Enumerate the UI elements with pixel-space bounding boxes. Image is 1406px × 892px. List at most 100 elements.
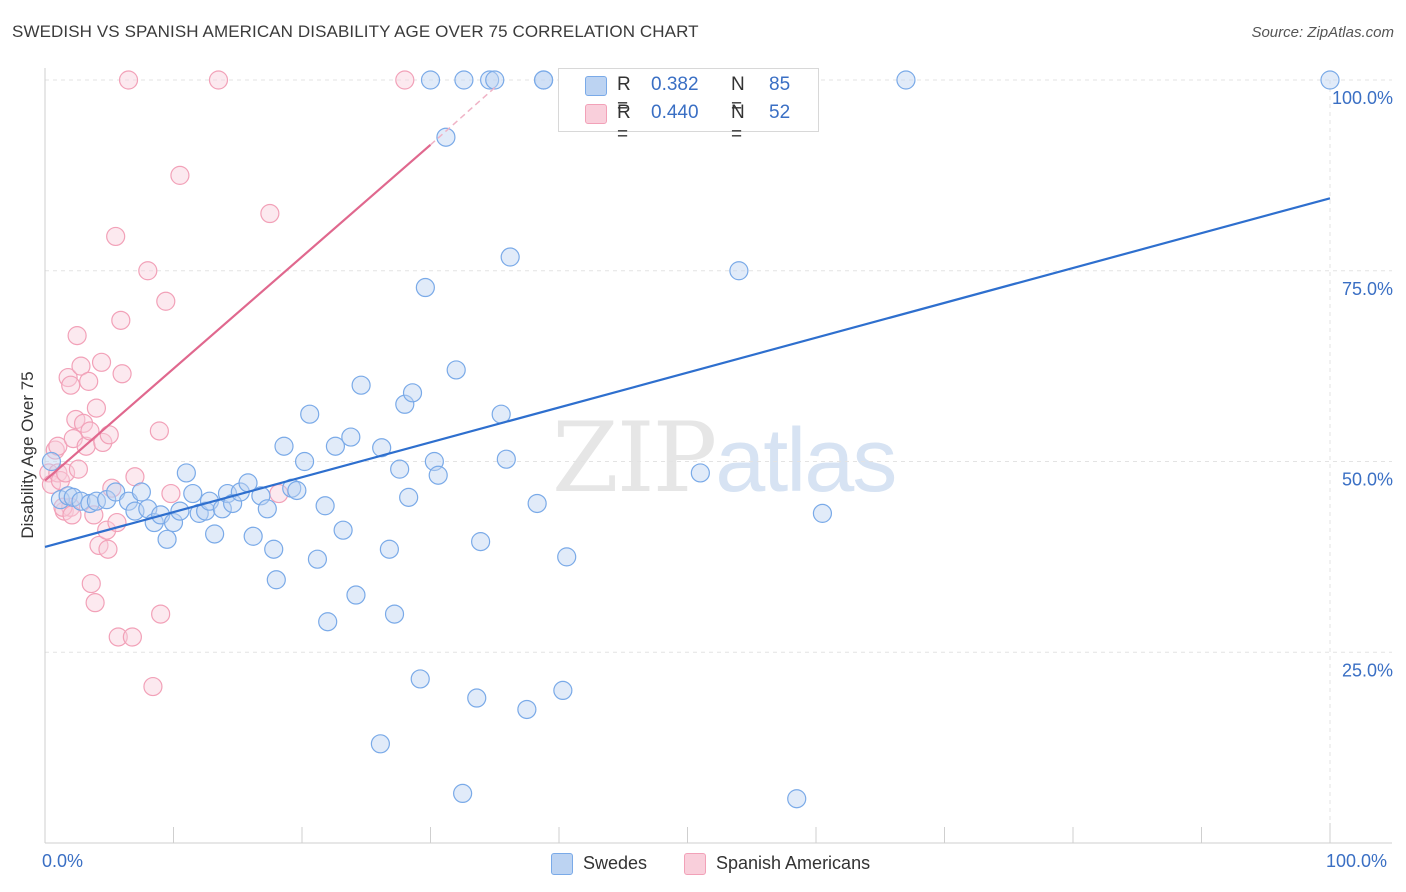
spanish-american-point [79,371,99,391]
swedes-points [41,70,1340,809]
y-tick-labels: 25.0% 50.0% 75.0% 100.0% [1332,88,1393,680]
swedes-r-value: 0.382 [651,74,699,95]
swedes-n-label: N = [731,74,745,117]
spanish-n-label: N = [731,102,745,145]
swede-point [399,487,419,507]
spanish-american-point [395,70,415,90]
swede-point [420,70,441,90]
swede-point [243,526,263,546]
swede-point [787,789,807,809]
watermark: ZIPatlas [552,402,897,514]
spanish-american-point [143,676,163,697]
spanish-american-point [67,326,87,346]
spanish-american-point [151,604,171,624]
spanish-trend-extension [430,87,496,146]
swede-point [370,734,390,754]
spanish-american-point [122,627,142,647]
swede-point [379,539,399,559]
swede-point [318,612,338,632]
swede-point [131,482,151,502]
spanish-american-point [58,367,78,388]
spanish-american-point [111,310,131,330]
swedes-swatch [585,76,607,96]
swede-point [205,524,225,544]
swede-point [333,520,353,540]
swede-point [257,499,277,519]
swede-point [500,247,520,267]
spanish-american-point [71,356,91,376]
swede-point [812,503,833,523]
spanish-r-value: 0.440 [651,102,699,123]
stats-legend: R = 0.382 N = 85 R = 0.440 N = 52 [558,68,819,145]
spanish-american-point [48,463,68,483]
spanish-americans-points [39,70,415,697]
spanish-legend-swatch [684,853,706,875]
source-label: Source: ZipAtlas.com [1251,24,1394,41]
swede-point [294,451,315,472]
swede-point [176,463,196,483]
spanish-american-point [68,459,89,479]
trend-lines [44,87,1331,549]
watermark-zip: ZIP [552,402,717,514]
swede-point [307,549,328,569]
swede-point [157,529,177,549]
swede-point [341,427,361,447]
spanish-american-point [106,226,126,247]
spanish-legend-label: Spanish Americans [716,853,871,873]
axes [44,68,1392,844]
gridlines [45,79,1392,843]
y-tick-label: 100.0% [1332,88,1393,108]
swede-point [1320,70,1340,90]
spanish-american-point [61,375,81,395]
swede-point [264,539,284,559]
spanish-american-point [86,398,107,418]
swede-point [729,261,749,281]
swede-point [325,436,346,456]
spanish-swatch [585,104,607,124]
swede-point [183,483,203,504]
swedes-n-value: 85 [769,74,791,95]
swede-point [496,449,516,469]
swede-point [351,375,371,395]
spanish-american-point [98,539,118,559]
swede-point [223,493,243,514]
spanish-r-label: R = [617,102,631,145]
swede-point [527,493,547,514]
chart-title: SWEDISH VS SPANISH AMERICAN DISABILITY A… [12,22,699,41]
swede-point [471,532,491,552]
spanish-american-point [81,573,101,594]
swedes-legend-swatch [551,853,573,875]
spanish-american-point [138,261,158,281]
swede-point [517,699,537,720]
swede-point [467,688,487,708]
swede-point [480,70,500,90]
swede-point [533,70,554,90]
swede-point [372,438,392,458]
spanish-american-point [118,70,139,90]
swede-point [390,459,410,479]
spanish-american-point [260,203,280,224]
swede-point [557,547,577,567]
spanish-american-point [170,165,190,185]
spanish-american-point [91,352,112,372]
swede-point [410,669,430,689]
swedes-legend-label: Swedes [583,853,648,873]
spanish-american-point [208,70,229,90]
spanish-n-value: 52 [769,102,791,123]
spanish-american-point [93,432,113,453]
spanish-american-point [156,291,176,311]
swede-point [300,404,320,424]
spanish-american-point [102,478,122,498]
swede-point [287,480,307,501]
y-tick-label: 75.0% [1342,279,1393,299]
swede-point [346,585,366,605]
spanish-american-point [85,593,105,613]
swede-point [163,512,184,533]
spanish-american-point [112,364,132,384]
swede-point [553,680,573,701]
spanish-american-point [108,627,128,647]
swede-point [395,394,415,414]
spanish-trend-line [44,144,432,482]
swede-point [384,604,405,624]
